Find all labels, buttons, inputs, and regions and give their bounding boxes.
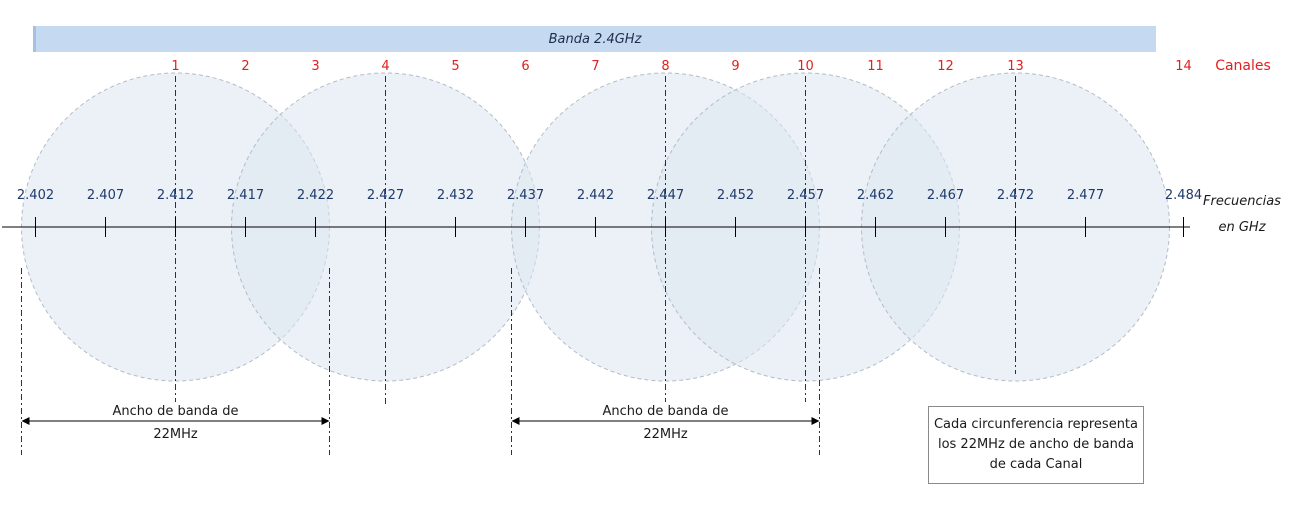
channel-label-14: 14 (1175, 59, 1192, 74)
axis-title-line-1: Frecuencias (1203, 194, 1281, 209)
frequency-label-2.437: 2.437 (507, 188, 544, 203)
channel-label-2: 2 (241, 59, 249, 74)
frequency-label-2.427: 2.427 (367, 188, 404, 203)
channel-label-10: 10 (797, 59, 814, 74)
channel-label-5: 5 (451, 59, 459, 74)
frequency-labels: 2.402 2.407 2.412 2.417 2.422 2.427 2.432 2.437… (17, 188, 1202, 203)
channel-labels: 1 2 3 4 5 6 7 8 9 10 11 12 13 14 (171, 59, 1191, 74)
bandwidth-value-2: 22MHz (643, 427, 688, 442)
frequency-label-2.412: 2.412 (157, 188, 194, 203)
frequency-label-2.467: 2.467 (927, 188, 964, 203)
bandwidth-markers: Ancho de banda de 22MHz Ancho de banda de 2… (21, 268, 820, 455)
channel-label-7: 7 (591, 59, 599, 74)
frequency-label-2.457: 2.457 (787, 188, 824, 203)
frequency-ticks (35, 217, 1184, 237)
channel-label-11: 11 (867, 59, 884, 74)
frequency-label-2.402: 2.402 (17, 188, 54, 203)
channel-label-8: 8 (661, 59, 669, 74)
frequency-label-2.484: 2.484 (1165, 188, 1202, 203)
frequency-label-2.462: 2.462 (857, 188, 894, 203)
channel-label-12: 12 (937, 59, 954, 74)
note-line-3: de cada Canal (989, 457, 1083, 472)
note-line-2: los 22MHz de ancho de banda (937, 437, 1135, 452)
channel-label-1: 1 (171, 59, 179, 74)
band-title: Banda 2.4GHz (549, 32, 643, 47)
channel-label-6: 6 (521, 59, 529, 74)
note-line-1: Cada circunferencia representa (933, 417, 1138, 432)
frequency-label-2.477: 2.477 (1067, 188, 1104, 203)
legend-note: Cada circunferencia representa los 22MHz… (928, 406, 1144, 484)
axis-title-line-2: en GHz (1218, 220, 1266, 235)
bandwidth-label-1: Ancho de banda de (112, 404, 238, 419)
frequency-label-2.432: 2.432 (437, 188, 474, 203)
frequency-label-2.472: 2.472 (997, 188, 1034, 203)
channels-title: Canales (1215, 58, 1271, 74)
frequency-label-2.447: 2.447 (647, 188, 684, 203)
channel-label-9: 9 (731, 59, 739, 74)
bandwidth-value-1: 22MHz (153, 427, 198, 442)
frequency-label-2.442: 2.442 (577, 188, 614, 203)
band-bar-edge (33, 26, 36, 52)
frequency-label-2.452: 2.452 (717, 188, 754, 203)
channel-label-4: 4 (381, 59, 389, 74)
band-bar (36, 26, 1156, 52)
frequency-label-2.422: 2.422 (297, 188, 334, 203)
bandwidth-label-2: Ancho de banda de (602, 404, 728, 419)
channel-label-3: 3 (311, 59, 319, 74)
channel-label-13: 13 (1007, 59, 1024, 74)
frequency-label-2.407: 2.407 (87, 188, 124, 203)
frequency-label-2.417: 2.417 (227, 188, 264, 203)
